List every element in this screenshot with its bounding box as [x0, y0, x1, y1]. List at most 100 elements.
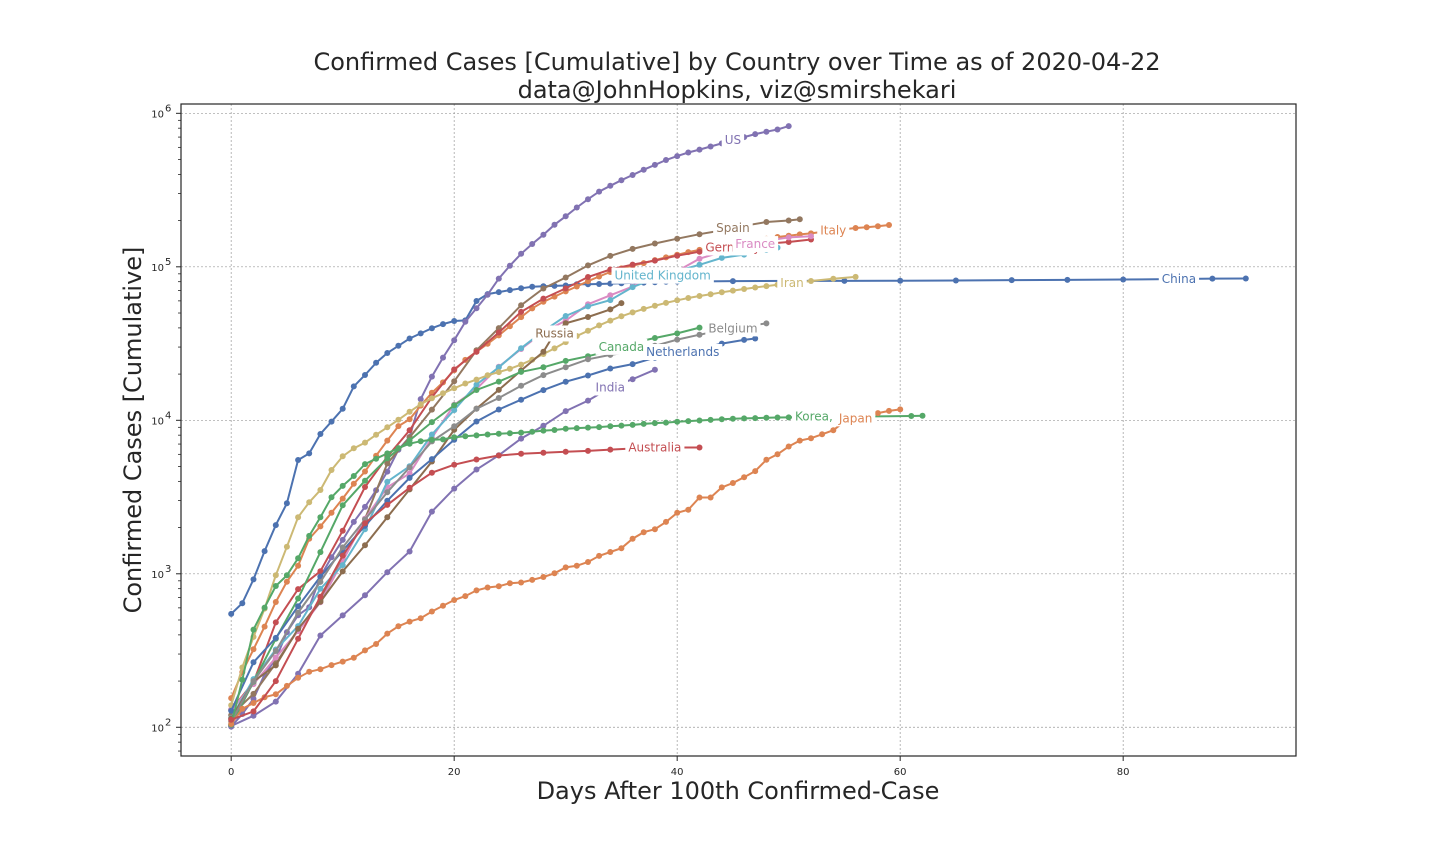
data-point — [339, 502, 346, 509]
data-point — [395, 342, 402, 349]
data-point — [362, 647, 368, 654]
series-label-background — [713, 220, 753, 237]
data-point — [908, 413, 915, 419]
data-point — [506, 580, 513, 587]
data-point — [451, 378, 458, 385]
y-tick-label: 10 — [151, 570, 164, 581]
data-point — [384, 460, 391, 467]
data-point — [830, 275, 837, 282]
data-point — [451, 597, 458, 603]
x-tick-label: 80 — [1117, 767, 1130, 778]
data-point — [685, 418, 692, 425]
data-point — [707, 143, 714, 150]
data-point — [741, 336, 748, 343]
data-point — [596, 188, 603, 195]
data-point — [952, 277, 959, 284]
data-point — [763, 128, 770, 135]
data-point — [607, 297, 614, 304]
data-point — [350, 654, 357, 661]
data-point — [428, 608, 435, 615]
data-point — [417, 330, 424, 337]
data-point — [551, 427, 558, 433]
data-point — [863, 224, 870, 231]
data-point — [328, 509, 335, 516]
data-point — [339, 568, 346, 575]
data-point — [428, 469, 435, 476]
data-point — [785, 239, 792, 245]
data-point — [428, 419, 435, 426]
data-point — [473, 456, 480, 463]
data-point — [585, 303, 591, 310]
data-point — [350, 383, 357, 390]
data-point — [473, 348, 480, 355]
data-point — [562, 213, 569, 220]
data-point — [451, 407, 458, 414]
data-point — [362, 503, 368, 510]
data-point — [585, 447, 591, 454]
data-point — [473, 298, 480, 304]
data-point — [518, 382, 525, 389]
data-point — [250, 646, 257, 653]
data-point — [562, 408, 569, 415]
data-point — [518, 314, 525, 321]
data-point — [306, 450, 313, 457]
data-point — [540, 285, 547, 292]
data-point — [339, 544, 346, 551]
data-point — [651, 161, 658, 168]
data-point — [451, 337, 458, 344]
data-point — [685, 149, 692, 156]
data-point — [495, 378, 502, 385]
data-point — [518, 450, 525, 457]
data-point — [696, 417, 703, 424]
data-point — [808, 435, 814, 442]
data-point — [362, 542, 368, 549]
data-point — [518, 345, 525, 352]
data-point — [640, 305, 647, 312]
data-point — [495, 406, 502, 413]
data-point — [350, 473, 357, 479]
data-point — [373, 431, 380, 438]
data-point — [417, 401, 424, 408]
series-label-background — [834, 410, 876, 427]
data-point — [384, 569, 391, 576]
data-point — [462, 593, 469, 600]
data-point — [596, 424, 603, 431]
data-point — [618, 313, 625, 320]
data-point — [328, 467, 335, 473]
data-point — [663, 157, 669, 163]
data-point — [808, 278, 814, 284]
series-label-background — [732, 236, 779, 253]
data-point — [339, 495, 346, 502]
data-point — [250, 659, 257, 666]
data-point — [440, 602, 446, 609]
data-point — [752, 131, 759, 138]
data-point — [317, 632, 324, 639]
data-point — [640, 529, 647, 536]
data-point — [283, 682, 290, 689]
series-label-background — [611, 267, 714, 284]
series-line — [230, 125, 789, 728]
data-point — [596, 322, 603, 329]
data-point — [607, 423, 614, 430]
data-point — [841, 277, 848, 284]
series-label: Netherlands — [646, 345, 719, 359]
series-korea-south — [228, 412, 926, 728]
data-point — [729, 278, 736, 285]
data-point — [395, 445, 402, 452]
data-point — [596, 281, 603, 287]
data-point — [640, 166, 647, 173]
data-point — [696, 293, 703, 299]
data-point — [250, 700, 257, 706]
data-point — [752, 284, 759, 291]
data-point — [428, 456, 435, 463]
data-point — [573, 425, 580, 432]
data-point — [440, 390, 446, 397]
data-point — [328, 494, 335, 501]
series-australia — [228, 444, 703, 723]
data-point — [752, 468, 759, 475]
data-point — [585, 262, 591, 269]
data-point — [417, 438, 424, 445]
data-point — [629, 284, 636, 291]
series-label: China — [1162, 272, 1196, 286]
data-point — [763, 320, 770, 327]
